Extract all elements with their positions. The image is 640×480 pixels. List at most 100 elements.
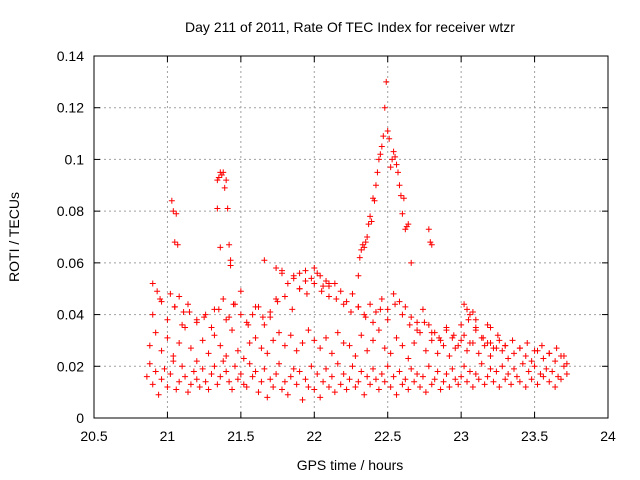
data-point: [320, 378, 327, 385]
data-point: [296, 368, 303, 375]
data-point: [245, 321, 252, 328]
data-point: [205, 386, 212, 393]
data-point: [158, 376, 165, 383]
data-point: [367, 213, 374, 220]
data-point: [516, 345, 523, 352]
data-point: [226, 241, 233, 248]
data-point: [392, 153, 399, 160]
data-point: [273, 371, 280, 378]
data-point: [377, 306, 384, 313]
data-point: [392, 301, 399, 308]
data-point: [220, 169, 227, 176]
data-point: [184, 389, 191, 396]
data-point: [375, 156, 382, 163]
data-point: [390, 148, 397, 155]
data-point: [446, 383, 453, 390]
data-point: [176, 293, 183, 300]
data-point: [164, 334, 171, 341]
data-point: [555, 373, 562, 380]
data-point: [211, 306, 218, 313]
y-tick-label: 0.08: [57, 203, 84, 219]
data-point: [161, 365, 168, 372]
data-point: [394, 169, 401, 176]
data-point: [221, 184, 228, 191]
data-point: [152, 329, 159, 336]
data-point: [396, 298, 403, 305]
data-point: [434, 350, 441, 357]
data-point: [364, 373, 371, 380]
data-point: [223, 352, 230, 359]
data-point: [437, 386, 444, 393]
data-point: [362, 239, 369, 246]
data-point: [370, 319, 377, 326]
data-point: [558, 376, 565, 383]
data-point: [246, 340, 253, 347]
data-point: [393, 334, 400, 341]
data-point: [425, 321, 432, 328]
data-point: [311, 280, 318, 287]
data-point: [317, 394, 324, 401]
data-point: [229, 386, 236, 393]
data-point: [381, 345, 388, 352]
data-point: [361, 391, 368, 398]
data-point: [255, 303, 262, 310]
data-point: [171, 239, 178, 246]
data-point: [472, 371, 479, 378]
data-point: [164, 383, 171, 390]
data-point: [469, 383, 476, 390]
data-point: [220, 296, 227, 303]
data-point: [249, 373, 256, 380]
data-point: [405, 386, 412, 393]
data-point: [417, 383, 424, 390]
data-point: [226, 314, 233, 321]
data-point: [528, 358, 535, 365]
data-point: [270, 337, 277, 344]
data-point: [352, 383, 359, 390]
data-point: [217, 244, 224, 251]
data-point: [325, 280, 332, 287]
data-point: [531, 347, 538, 354]
data-point: [390, 373, 397, 380]
data-point: [149, 311, 156, 318]
data-point: [293, 381, 300, 388]
data-point: [227, 262, 234, 269]
data-point: [157, 296, 164, 303]
data-point: [508, 381, 515, 388]
data-point: [314, 270, 321, 277]
data-point: [370, 365, 377, 372]
data-point: [372, 308, 379, 315]
data-point: [443, 371, 450, 378]
data-point: [237, 371, 244, 378]
data-point: [390, 290, 397, 297]
data-point: [208, 371, 215, 378]
data-point: [155, 391, 162, 398]
data-point: [378, 371, 385, 378]
data-point: [490, 378, 497, 385]
data-point: [267, 376, 274, 383]
data-point: [440, 378, 447, 385]
data-point: [146, 342, 153, 349]
data-point: [502, 376, 509, 383]
data-point: [499, 347, 506, 354]
data-point: [193, 376, 200, 383]
data-point: [302, 277, 309, 284]
data-point: [563, 360, 570, 367]
data-point: [211, 363, 218, 370]
data-point: [505, 371, 512, 378]
data-point: [267, 308, 274, 315]
data-point: [402, 303, 409, 310]
data-point: [381, 104, 388, 111]
data-point: [399, 381, 406, 388]
data-point: [190, 368, 197, 375]
data-point: [361, 311, 368, 318]
data-point: [472, 316, 479, 323]
data-point: [484, 340, 491, 347]
data-point: [182, 324, 189, 331]
data-point: [475, 350, 482, 357]
data-point: [184, 301, 191, 308]
data-point: [546, 350, 553, 357]
data-point: [176, 340, 183, 347]
data-point: [340, 340, 347, 347]
data-points: [143, 78, 570, 403]
data-point: [478, 360, 485, 367]
